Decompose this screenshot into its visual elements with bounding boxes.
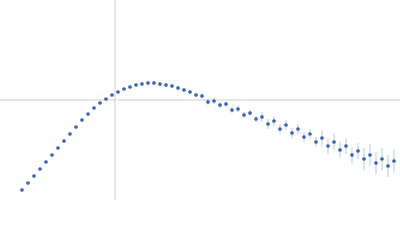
point [332,140,336,144]
point [98,101,102,105]
point [386,164,390,168]
point [20,188,24,192]
point [32,174,36,178]
point [158,82,162,86]
point [380,157,384,161]
point [200,94,204,98]
point [248,111,252,115]
point [320,136,324,140]
point [392,159,396,163]
point [368,153,372,157]
point [206,100,210,104]
point [374,161,378,165]
point [242,113,246,117]
point [350,153,354,157]
point [254,117,258,121]
point [110,93,114,97]
point [362,157,366,161]
point [104,97,108,101]
point [236,107,240,111]
point [74,125,78,129]
point [272,119,276,123]
point [308,132,312,136]
point [62,139,66,143]
point [170,84,174,88]
point [176,86,180,90]
point [188,90,192,94]
point [212,99,216,103]
point [128,85,132,89]
point [296,127,300,131]
point [314,140,318,144]
point [68,132,72,136]
point [26,181,30,185]
point [50,153,54,157]
point [182,88,186,92]
point [44,160,48,164]
point [230,108,234,112]
point [122,87,126,91]
point [140,82,144,86]
point [260,115,264,119]
point [266,122,270,126]
point [116,90,120,94]
point [146,81,150,85]
point [92,106,96,110]
point [194,93,198,97]
point [356,149,360,153]
chart [0,0,400,200]
point [224,102,228,106]
point [326,144,330,148]
point [344,144,348,148]
point [284,123,288,127]
point [134,83,138,87]
point [38,167,42,171]
point [152,81,156,85]
point [80,118,84,122]
point [164,83,168,87]
point [290,131,294,135]
point [278,127,282,131]
point [338,148,342,152]
point [56,146,60,150]
point [86,112,90,116]
point [302,135,306,139]
point [218,103,222,107]
